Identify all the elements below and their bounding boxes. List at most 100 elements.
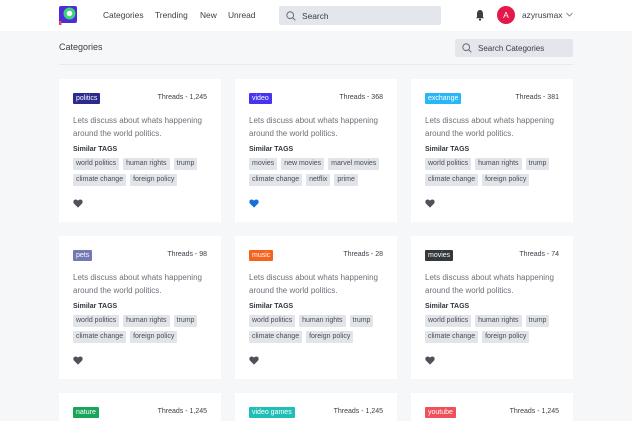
- tag-list: world politics human rights trump climate c…: [73, 158, 213, 186]
- heart-icon[interactable]: [249, 356, 259, 365]
- tag-chip[interactable]: trump: [173, 315, 198, 327]
- similar-tags-label: Similar TAGS: [249, 146, 294, 153]
- tag-list: world politics human rights trump climate c…: [73, 315, 213, 343]
- search-categories-placeholder: Search Categories: [478, 43, 545, 53]
- nav-unread[interactable]: Unread: [228, 10, 256, 20]
- category-card[interactable]: youtube Threads - 1,245: [411, 393, 573, 421]
- tag-chip[interactable]: foreign policy: [306, 331, 354, 343]
- tag-chip[interactable]: prime: [334, 174, 358, 186]
- tag-chip[interactable]: world politics: [425, 158, 472, 170]
- nav-categories[interactable]: Categories: [103, 10, 144, 20]
- category-badge[interactable]: video games: [249, 407, 295, 418]
- category-card[interactable]: pets Threads - 98 Lets discuss about what…: [59, 236, 221, 379]
- threads-count: Threads - 381: [515, 94, 559, 101]
- category-badge[interactable]: movies: [425, 250, 454, 261]
- heart-icon[interactable]: [73, 356, 83, 365]
- tag-chip[interactable]: trump: [525, 315, 550, 327]
- category-badge[interactable]: video: [249, 93, 272, 104]
- category-badge[interactable]: youtube: [425, 407, 456, 418]
- tag-chip[interactable]: climate change: [249, 331, 303, 343]
- category-description: Lets discuss about whats happening aroun…: [425, 116, 554, 138]
- threads-count: Threads - 74: [519, 251, 559, 258]
- threads-count: Threads - 1,245: [333, 408, 383, 415]
- tag-chip[interactable]: foreign policy: [130, 174, 178, 186]
- heart-icon[interactable]: [425, 356, 435, 365]
- threads-count: Threads - 1,245: [157, 94, 207, 101]
- tag-chip[interactable]: world politics: [73, 158, 120, 170]
- category-description: Lets discuss about whats happening aroun…: [249, 116, 378, 138]
- tag-chip[interactable]: climate change: [249, 174, 303, 186]
- tag-chip[interactable]: trump: [349, 315, 374, 327]
- category-description: Lets discuss about whats happening aroun…: [249, 273, 378, 295]
- page-title: Categories: [59, 42, 103, 52]
- global-search-input[interactable]: Search: [279, 6, 441, 25]
- search-icon: [286, 10, 296, 21]
- threads-count: Threads - 368: [339, 94, 383, 101]
- threads-count: Threads - 1,245: [509, 408, 559, 415]
- chevron-down-icon[interactable]: [566, 12, 573, 17]
- tag-chip[interactable]: world politics: [249, 315, 296, 327]
- search-placeholder: Search: [302, 10, 329, 21]
- tag-chip[interactable]: new movies: [281, 158, 325, 170]
- tag-chip[interactable]: climate change: [425, 174, 479, 186]
- divider: [59, 64, 573, 65]
- threads-count: Threads - 1,245: [157, 408, 207, 415]
- category-card[interactable]: movies Threads - 74 Lets discuss about wh…: [411, 236, 573, 379]
- tag-chip[interactable]: human rights: [475, 315, 522, 327]
- tag-list: movies new movies marvel movies climate cha…: [249, 158, 389, 186]
- tag-chip[interactable]: marvel movies: [328, 158, 380, 170]
- category-badge[interactable]: pets: [73, 250, 93, 261]
- tag-chip[interactable]: foreign policy: [482, 174, 530, 186]
- top-navbar: Categories Trending New Unread Search A …: [0, 0, 632, 31]
- tag-chip[interactable]: netflix: [306, 174, 331, 186]
- tag-chip[interactable]: climate change: [73, 331, 127, 343]
- category-card[interactable]: video Threads - 368 Lets discuss about wh…: [235, 79, 397, 222]
- tag-chip[interactable]: climate change: [73, 174, 127, 186]
- tag-chip[interactable]: human rights: [299, 315, 346, 327]
- threads-count: Threads - 28: [343, 251, 383, 258]
- category-card[interactable]: politics Threads - 1,245 Lets discuss abo…: [59, 79, 221, 222]
- tag-chip[interactable]: world politics: [425, 315, 472, 327]
- similar-tags-label: Similar TAGS: [73, 146, 118, 153]
- category-description: Lets discuss about whats happening aroun…: [73, 273, 202, 295]
- similar-tags-label: Similar TAGS: [425, 146, 470, 153]
- tag-chip[interactable]: foreign policy: [130, 331, 178, 343]
- tag-chip[interactable]: trump: [525, 158, 550, 170]
- user-avatar[interactable]: A: [497, 6, 515, 24]
- similar-tags-label: Similar TAGS: [249, 303, 294, 310]
- category-card[interactable]: music Threads - 28 Lets discuss about wha…: [235, 236, 397, 379]
- threads-count: Threads - 98: [167, 251, 207, 258]
- tag-chip[interactable]: movies: [249, 158, 278, 170]
- category-description: Lets discuss about whats happening aroun…: [73, 116, 202, 138]
- category-badge[interactable]: exchange: [425, 93, 462, 104]
- tag-list: world politics human rights trump climate c…: [425, 158, 565, 186]
- search-categories-input[interactable]: Search Categories: [455, 39, 573, 57]
- tag-chip[interactable]: foreign policy: [482, 331, 530, 343]
- heart-icon[interactable]: [73, 199, 83, 208]
- heart-icon[interactable]: [249, 199, 259, 208]
- notification-bell-icon[interactable]: [475, 9, 485, 21]
- heart-icon[interactable]: [425, 199, 435, 208]
- username[interactable]: azyrusmax: [522, 10, 563, 20]
- app-logo-icon[interactable]: [59, 5, 77, 25]
- tag-list: world politics human rights trump climate c…: [249, 315, 389, 343]
- category-card[interactable]: nature Threads - 1,245: [59, 393, 221, 421]
- tag-chip[interactable]: trump: [173, 158, 198, 170]
- tag-list: world politics human rights trump climate c…: [425, 315, 565, 343]
- tag-chip[interactable]: human rights: [475, 158, 522, 170]
- search-icon: [462, 43, 472, 53]
- tag-chip[interactable]: human rights: [123, 158, 170, 170]
- tag-chip[interactable]: human rights: [123, 315, 170, 327]
- similar-tags-label: Similar TAGS: [73, 303, 118, 310]
- tag-chip[interactable]: world politics: [73, 315, 120, 327]
- nav-trending[interactable]: Trending: [155, 10, 188, 20]
- category-badge[interactable]: nature: [73, 407, 99, 418]
- category-badge[interactable]: music: [249, 250, 274, 261]
- category-card[interactable]: exchange Threads - 381 Lets discuss about…: [411, 79, 573, 222]
- category-badge[interactable]: politics: [73, 93, 101, 104]
- similar-tags-label: Similar TAGS: [425, 303, 470, 310]
- category-description: Lets discuss about whats happening aroun…: [425, 273, 554, 295]
- nav-new[interactable]: New: [200, 10, 217, 20]
- tag-chip[interactable]: climate change: [425, 331, 479, 343]
- category-card[interactable]: video games Threads - 1,245: [235, 393, 397, 421]
